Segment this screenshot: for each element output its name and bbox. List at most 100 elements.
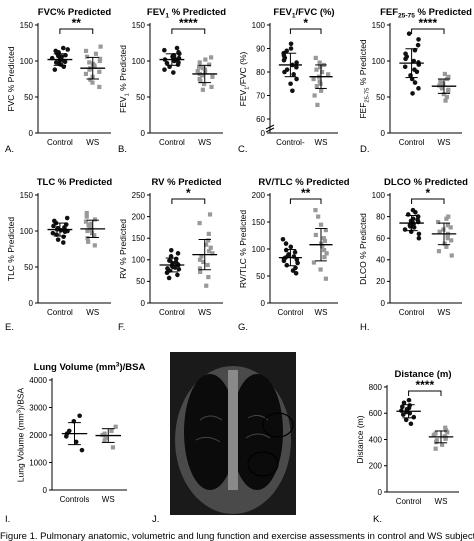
chart-c: FEV1/FVC (%) 0 60 70 80 90 100 FEV1/FVC (%) Cont… — [238, 7, 338, 155]
panel-letter: E. — [5, 322, 14, 333]
x-category-label: Control — [159, 138, 185, 147]
data-point-ws — [313, 232, 318, 238]
x-category-label: WS — [438, 138, 451, 147]
data-point-control — [416, 235, 422, 241]
data-point-ws — [442, 71, 447, 77]
data-point-ws — [204, 283, 209, 288]
data-point-control — [288, 244, 294, 250]
y-tick-label: 50 — [24, 93, 33, 102]
data-point-ws — [316, 214, 321, 219]
data-point-ws — [441, 227, 446, 232]
significance-bracket — [411, 28, 445, 34]
data-point-ws — [196, 64, 202, 69]
data-point-control — [293, 271, 299, 276]
y-tick-label: 70 — [256, 91, 265, 100]
data-point-control — [166, 275, 172, 281]
data-point-ws — [322, 255, 327, 260]
data-point-ws — [433, 431, 438, 436]
data-point-control — [294, 257, 300, 263]
y-tick-label: 0 — [261, 299, 266, 308]
data-point-control — [416, 86, 421, 91]
data-point-ws — [435, 219, 441, 225]
y-tick-label: 80 — [256, 68, 265, 77]
y-tick-label: 150 — [20, 21, 34, 30]
ct-spine — [228, 370, 238, 490]
data-point-control — [52, 67, 58, 72]
data-point-ws — [449, 253, 454, 258]
data-point-control — [55, 237, 61, 242]
data-point-control — [283, 247, 289, 253]
data-point-control — [290, 88, 295, 94]
data-point-ws — [197, 76, 202, 82]
y-tick-label: 100 — [252, 245, 266, 254]
data-point-ws — [201, 259, 206, 265]
data-point-ws — [86, 239, 91, 244]
y-tick-label: 0 — [43, 486, 48, 495]
y-tick-label: 40 — [376, 256, 385, 265]
chart-k: Distance (m) 0 200 400 600 800 Distance (m) Con… — [355, 369, 459, 525]
y-tick-label: 2000 — [29, 431, 47, 440]
data-point-ws — [206, 231, 211, 236]
chart-i: Lung Volume (mm3)/BSA01000200030004000Lu… — [5, 362, 145, 525]
y-tick-label: 50 — [256, 272, 265, 281]
data-point-control — [288, 81, 293, 87]
data-point-control — [292, 249, 298, 255]
data-point-control — [66, 428, 72, 434]
data-point-control — [168, 254, 174, 259]
data-point-ws — [322, 238, 328, 243]
data-point-control — [402, 64, 408, 70]
data-point-ws — [113, 424, 118, 429]
data-point-ws — [445, 223, 450, 228]
data-point-ws — [312, 93, 317, 98]
y-tick-label: 0 — [378, 488, 383, 497]
data-point-control — [65, 47, 71, 52]
y-tick-label: 20 — [376, 277, 385, 286]
data-point-control — [175, 251, 181, 256]
data-point-ws — [84, 210, 89, 216]
x-category-label: WS — [315, 138, 328, 147]
data-point-ws — [92, 243, 97, 248]
y-axis-label: TLC % Predicted — [6, 217, 16, 282]
x-category-label: Control — [278, 308, 304, 317]
data-point-control — [284, 48, 290, 54]
data-point-control — [286, 252, 292, 257]
data-point-control — [60, 45, 66, 51]
data-point-ws — [208, 245, 213, 250]
data-point-control — [52, 218, 57, 224]
data-point-control — [73, 439, 79, 445]
y-tick-label: 150 — [252, 218, 266, 227]
axis-break-mark — [265, 124, 275, 130]
data-point-ws — [102, 438, 107, 443]
y-tick-label: 60 — [256, 115, 265, 124]
data-point-ws — [448, 225, 453, 230]
data-point-ws — [97, 84, 102, 90]
data-point-ws — [208, 55, 214, 60]
data-point-ws — [195, 68, 200, 74]
data-point-ws — [444, 94, 449, 100]
y-axis-label: FEV1/FVC (%) — [238, 51, 250, 106]
significance-label: ** — [72, 16, 82, 30]
data-point-ws — [83, 219, 89, 224]
data-point-ws — [441, 92, 446, 97]
significance-bracket — [289, 28, 322, 34]
y-axis-label: DLCO % Predicted — [358, 213, 368, 285]
y-tick-label: 0 — [141, 299, 146, 308]
data-point-control — [164, 60, 170, 66]
data-point-control — [79, 447, 85, 453]
data-point-ws — [205, 262, 210, 268]
data-point-control — [77, 413, 82, 419]
panel-letter: K. — [373, 514, 382, 525]
y-tick-label: 100 — [20, 57, 34, 66]
y-tick-label: 80 — [376, 212, 385, 221]
data-point-ws — [315, 102, 320, 107]
x-category-label: WS — [315, 308, 328, 317]
data-point-control — [167, 258, 172, 263]
data-point-ws — [318, 81, 323, 86]
y-tick-label: 800 — [369, 383, 383, 392]
data-point-ws — [320, 244, 325, 249]
data-point-ws — [110, 445, 116, 450]
significance-label: * — [186, 186, 191, 200]
data-point-control — [403, 51, 408, 57]
data-point-ws — [436, 249, 442, 254]
data-point-ws — [199, 254, 204, 259]
